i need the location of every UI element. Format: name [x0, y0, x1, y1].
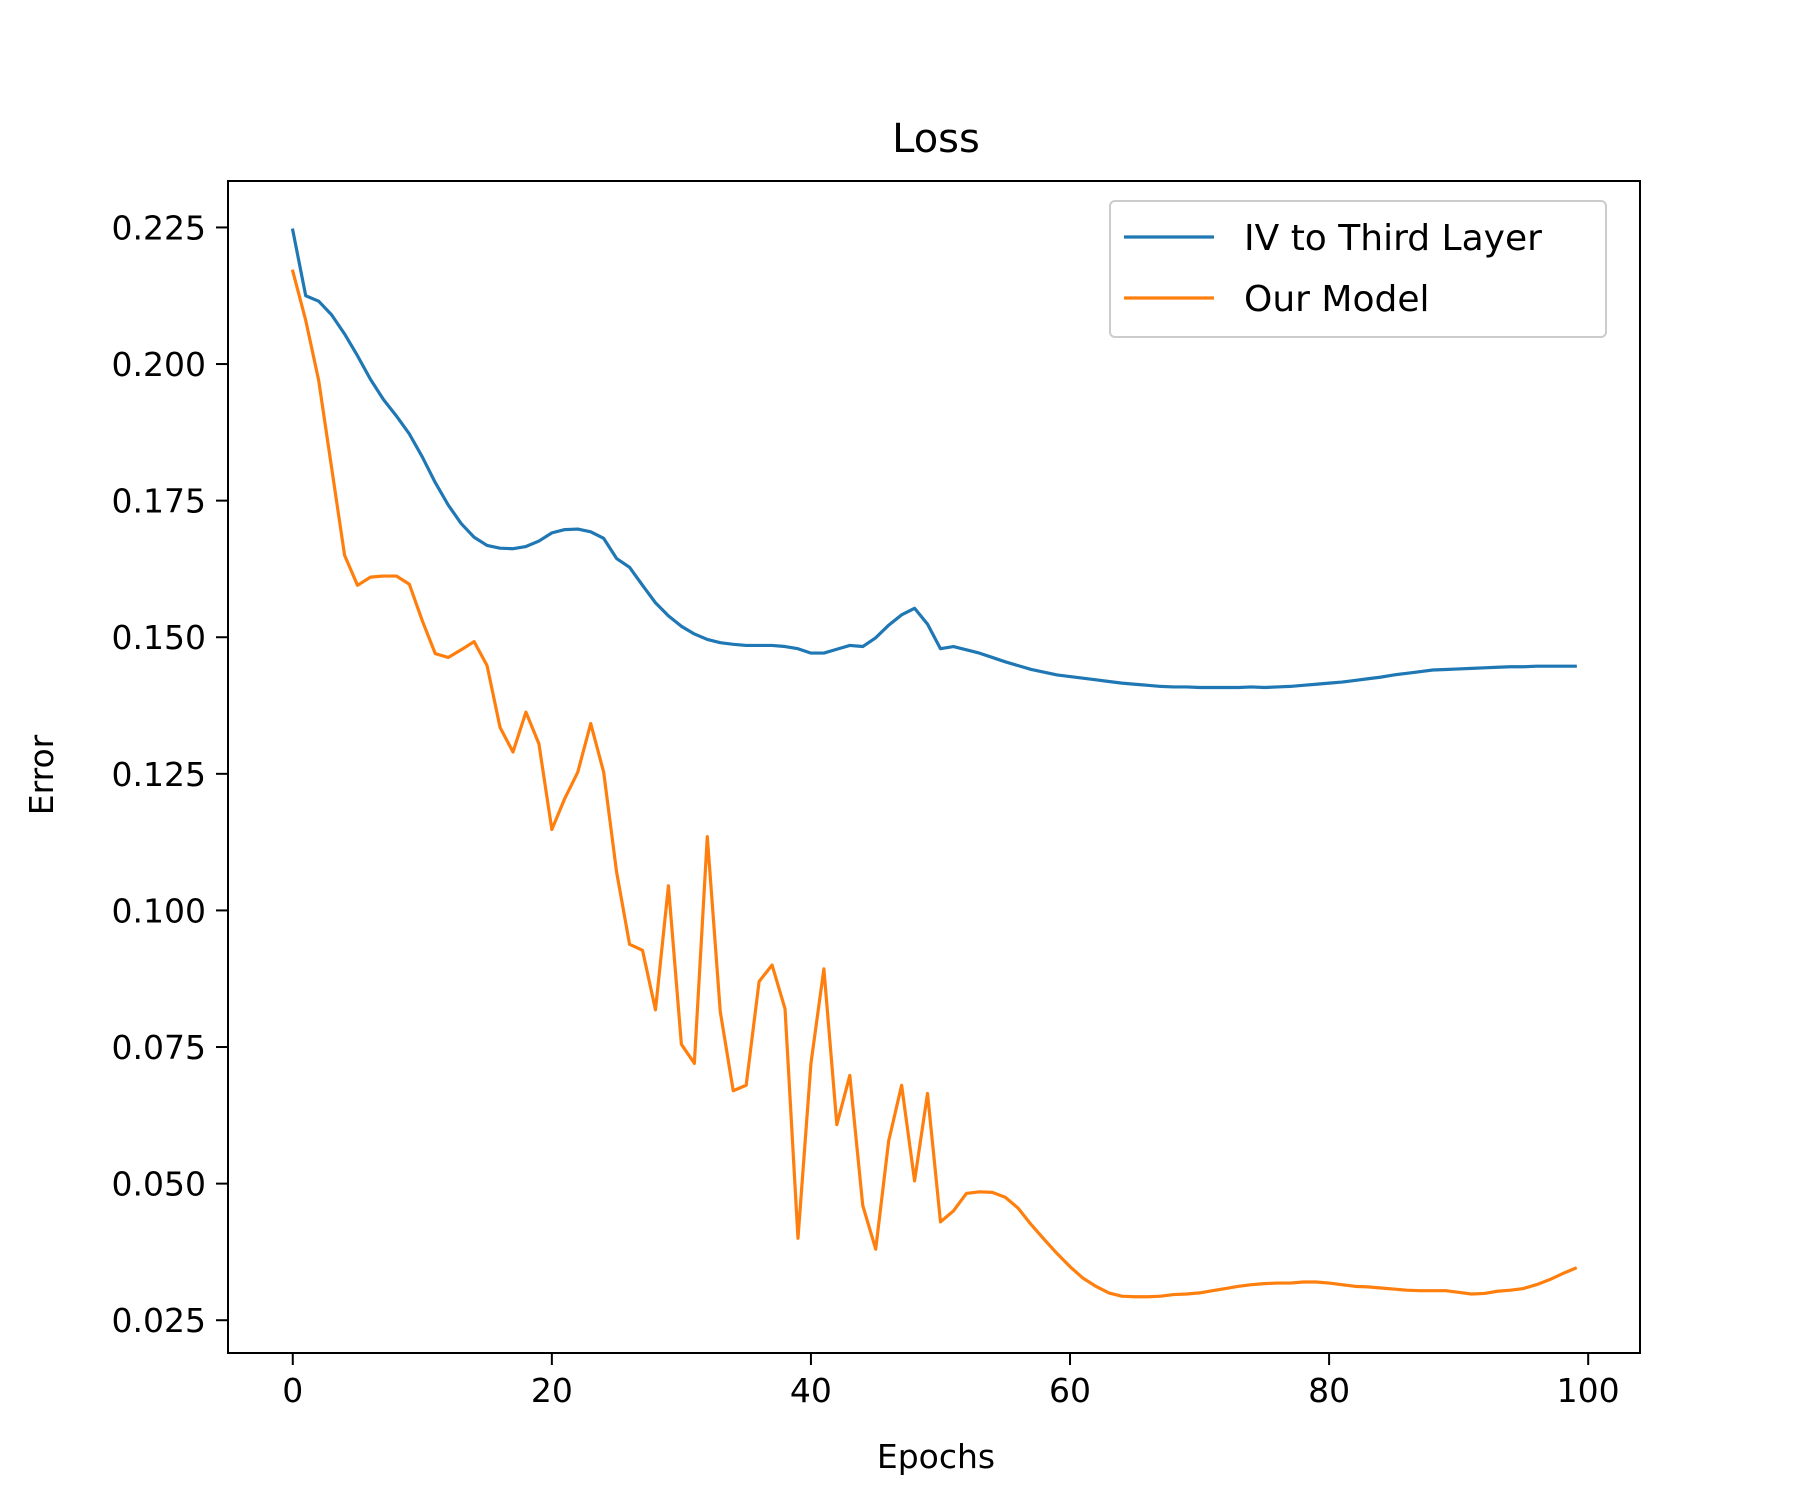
plot-frame	[227, 180, 1641, 1354]
y-tick-label: 0.075	[112, 1028, 206, 1067]
chart-title: Loss	[892, 116, 980, 162]
x-axis-label: Epochs	[877, 1437, 995, 1476]
y-tick-label: 0.100	[112, 891, 206, 930]
x-tick-label: 0	[282, 1371, 303, 1410]
legend-box	[1109, 200, 1607, 338]
legend: IV to Third Layer Our Model	[1109, 200, 1607, 338]
x-axis-ticks: 0 20 40 60 80 100	[282, 1353, 1620, 1410]
x-tick-label: 80	[1308, 1371, 1350, 1410]
y-tick-label: 0.225	[112, 208, 206, 247]
y-axis-label: Error	[22, 734, 61, 815]
y-tick-label: 0.125	[112, 755, 206, 794]
y-tick-label: 0.050	[112, 1165, 206, 1204]
legend-label-1: IV to Third Layer	[1244, 218, 1542, 259]
x-tick-label: 100	[1557, 1371, 1620, 1410]
x-tick-label: 40	[790, 1371, 832, 1410]
y-tick-label: 0.175	[112, 482, 206, 521]
y-tick-label: 0.025	[112, 1301, 206, 1340]
y-tick-label: 0.200	[112, 345, 206, 384]
y-tick-label: 0.150	[112, 618, 206, 657]
legend-label-2: Our Model	[1244, 279, 1429, 320]
series-line-2	[290, 269, 1578, 1299]
series-lines	[290, 228, 1578, 1299]
x-tick-label: 60	[1049, 1371, 1091, 1410]
series-line-1	[290, 228, 1577, 690]
y-axis-ticks: 0.025 0.050 0.075 0.100 0.125 0.150 0.175 0.200…	[112, 208, 228, 1340]
x-tick-label: 20	[531, 1371, 573, 1410]
